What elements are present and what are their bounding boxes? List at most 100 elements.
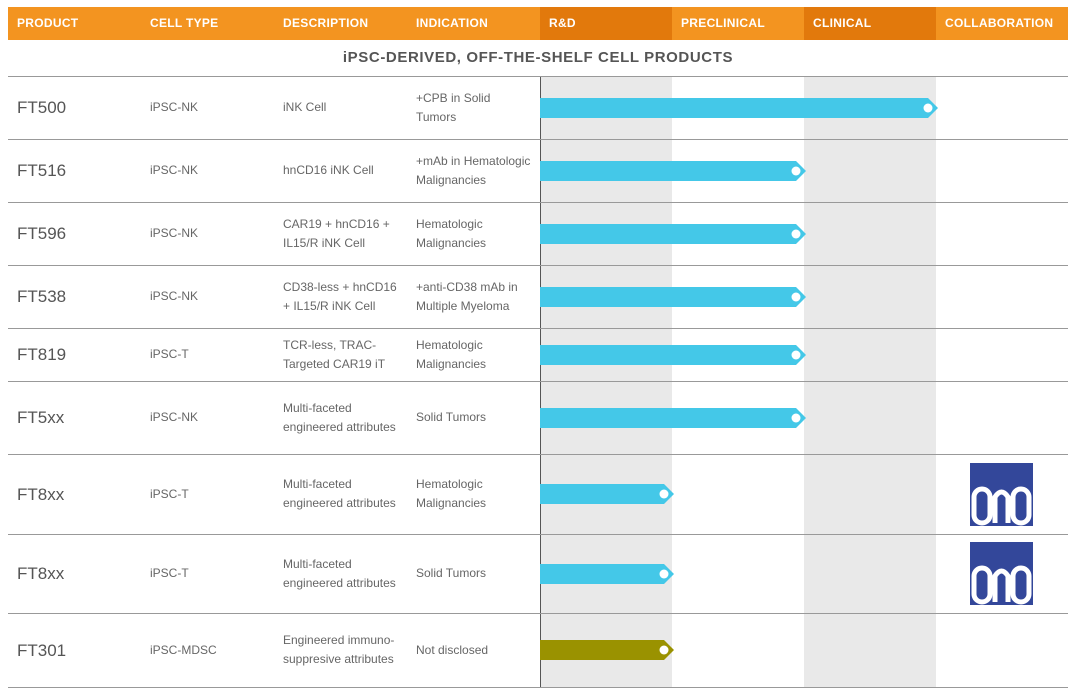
cell-type-cell: iPSC-T (141, 328, 274, 381)
description-cell: Multi-faceted engineered attributes (274, 381, 407, 454)
progress-bar-endpoint (659, 645, 669, 655)
indication-cell-text: Not disclosed (416, 642, 489, 657)
description-cell-text: Engineered immuno-suppresive attributes (283, 633, 395, 666)
description-cell-text: Multi-faceted engineered attributes (283, 556, 396, 590)
description-cell: CD38-less + hnCD16 + IL15/R iNK Cell (274, 265, 407, 328)
row-divider (8, 687, 1068, 688)
pipeline-table: PRODUCT CELL TYPE DESCRIPTION INDICATION… (8, 7, 1068, 688)
header-collaboration: COLLABORATION (936, 7, 1068, 40)
ono-logo (970, 542, 1033, 605)
cell-type-cell: iPSC-MDSC (141, 613, 274, 687)
product-cell-text: FT5xx (17, 408, 65, 427)
progress-bar-endpoint (791, 413, 801, 423)
description-cell: TCR-less, TRAC-Targeted CAR19 iT (274, 328, 407, 381)
cell-type-cell: iPSC-NK (141, 76, 274, 139)
cell-type-cell: iPSC-NK (141, 202, 274, 265)
progress-bar-shape (540, 287, 806, 307)
cell-type-cell: iPSC-T (141, 454, 274, 534)
indication-cell-text: Hematologic Malignancies (416, 337, 487, 371)
indication-cell-text: Solid Tumors (416, 566, 487, 580)
description-cell: Multi-faceted engineered attributes (274, 534, 407, 613)
progress-bar-endpoint (659, 489, 669, 499)
progress-bar-shape (540, 640, 674, 660)
product-cell-text: FT301 (17, 640, 67, 660)
progress-bar-endpoint (791, 292, 801, 302)
row-divider (8, 139, 1068, 140)
product-cell-text: FT8xx (17, 564, 65, 583)
description-cell-text: CD38-less + hnCD16 + IL15/R iNK Cell (283, 279, 397, 313)
indication-cell-text: Hematologic Malignancies (416, 216, 487, 250)
ono-logo (970, 463, 1033, 526)
description-cell-text: TCR-less, TRAC-Targeted CAR19 iT (283, 337, 386, 371)
header-rnd: R&D (540, 7, 672, 40)
progress-bar-shape (540, 224, 806, 244)
progress-bar-shape (540, 161, 806, 181)
progress-bar-body (540, 484, 674, 504)
progress-bar-ft538 (540, 287, 808, 307)
progress-bar-endpoint (791, 350, 801, 360)
row-divider (8, 534, 1068, 535)
indication-cell: +anti-CD38 mAb in Multiple Myeloma (407, 265, 540, 328)
cell-type-cell-text: iPSC-MDSC (150, 642, 217, 657)
header-product: PRODUCT (8, 7, 141, 40)
indication-cell: Solid Tumors (407, 381, 540, 454)
product-cell: FT500 (8, 76, 141, 139)
row-divider (8, 202, 1068, 203)
indication-cell: Hematologic Malignancies (407, 328, 540, 381)
progress-bar-body (540, 98, 938, 118)
progress-bar-shape (540, 98, 938, 118)
cell-type-cell-text: iPSC-T (150, 486, 189, 501)
indication-cell: Not disclosed (407, 613, 540, 687)
ono-logo-letter (992, 489, 1011, 523)
progress-bar-ft596 (540, 224, 808, 244)
progress-bar-body (540, 224, 806, 244)
progress-bar-endpoint (791, 229, 801, 239)
ono-logo-letter (992, 568, 1011, 602)
product-cell-text: FT516 (17, 161, 67, 180)
cell-type-cell: iPSC-NK (141, 139, 274, 202)
product-cell-text: FT500 (17, 98, 67, 117)
header-indication: INDICATION (407, 7, 540, 40)
progress-bar-endpoint (659, 569, 669, 579)
progress-bar-body (540, 161, 806, 181)
indication-cell-text: +CPB in Solid Tumors (416, 90, 491, 124)
header-clinical: CLINICAL (804, 7, 936, 40)
product-cell: FT819 (8, 328, 141, 381)
indication-cell: Hematologic Malignancies (407, 454, 540, 534)
ono-logo-letter (971, 565, 993, 605)
progress-bar-ft500 (540, 98, 940, 118)
cell-type-cell: iPSC-T (141, 534, 274, 613)
row-divider (8, 381, 1068, 382)
indication-cell: +CPB in Solid Tumors (407, 76, 540, 139)
description-cell-text: Multi-faceted engineered attributes (283, 477, 396, 510)
progress-bar-endpoint (923, 103, 933, 113)
header-preclinical: PRECLINICAL (672, 7, 804, 40)
cell-type-cell: iPSC-NK (141, 265, 274, 328)
description-cell: iNK Cell (274, 76, 407, 139)
product-cell-text: FT538 (17, 287, 67, 306)
row-divider (8, 454, 1068, 455)
progress-bar-body (540, 640, 674, 660)
description-cell: Multi-faceted engineered attributes (274, 454, 407, 534)
row-divider (8, 613, 1068, 614)
cell-type-cell-text: iPSC-NK (150, 410, 199, 424)
row-divider (8, 265, 1068, 266)
product-cell-text: FT596 (17, 224, 67, 243)
progress-bar-ft301 (540, 640, 676, 660)
description-cell-text: CAR19 + hnCD16 + IL15/R iNK Cell (283, 216, 390, 250)
section-title: iPSC-DERIVED, OFF-THE-SHELF CELL PRODUCT… (342, 49, 734, 66)
indication-cell-text: +mAb in Hematologic Malignancies (416, 153, 531, 187)
ono-logo-letter (1010, 486, 1032, 526)
description-cell: Engineered immuno-suppresive attributes (274, 613, 407, 687)
ono-logo-mark (971, 565, 1032, 605)
progress-bar-ft516 (540, 161, 808, 181)
indication-cell-text: Solid Tumors (416, 410, 487, 424)
progress-bar-shape (540, 564, 674, 584)
progress-bar-shape (540, 408, 806, 428)
cell-type-cell-text: iPSC-T (150, 566, 189, 580)
product-cell: FT5xx (8, 381, 141, 454)
row-divider (8, 328, 1068, 329)
product-cell: FT301 (8, 613, 141, 687)
product-cell: FT516 (8, 139, 141, 202)
progress-bar-ft5xx (540, 408, 808, 428)
